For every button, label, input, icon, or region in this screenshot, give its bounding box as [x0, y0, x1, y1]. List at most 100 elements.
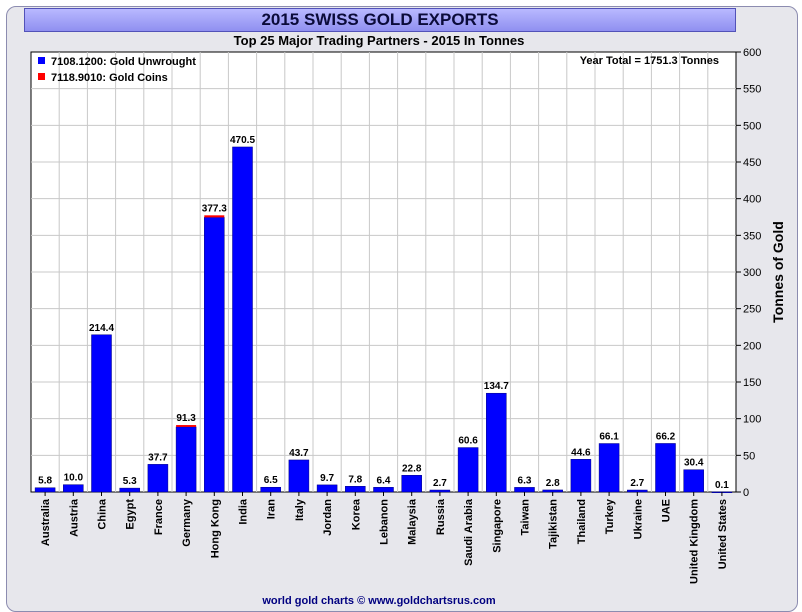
x-tick-label: Australia — [40, 498, 52, 546]
data-label: 30.4 — [684, 458, 704, 469]
legend-label-coins: 7118.9010: Gold Coins — [51, 72, 168, 84]
data-label: 60.6 — [458, 436, 478, 447]
bar-unwrought — [373, 487, 394, 493]
bar-unwrought — [627, 489, 648, 493]
bar-unwrought — [401, 475, 422, 493]
x-tick-label: United States — [717, 499, 729, 569]
y-tick-label: 450 — [743, 157, 761, 169]
x-tick-label: Ukraine — [632, 499, 644, 539]
bar-unwrought — [91, 334, 112, 493]
bar-unwrought — [598, 443, 620, 493]
y-axis-label: Tonnes of Gold — [770, 221, 786, 323]
legend-swatch-coins — [38, 73, 45, 80]
data-label: 66.2 — [656, 431, 676, 442]
x-tick-label: Russia — [435, 498, 447, 535]
chart-credit: world gold charts © www.goldchartsrus.co… — [262, 595, 496, 607]
data-label: 43.7 — [289, 448, 309, 459]
legend: 7108.1200: Gold Unwrought 7118.9010: Gol… — [38, 56, 196, 84]
bar-unwrought — [345, 486, 366, 493]
x-tick-label: Singapore — [491, 499, 503, 553]
x-tick-label: UAE — [661, 499, 673, 522]
data-label: 6.3 — [518, 475, 532, 486]
y-tick-label: 300 — [743, 267, 761, 279]
bar-unwrought — [175, 426, 197, 493]
data-label: 0.1 — [715, 480, 729, 491]
y-tick-label: 50 — [743, 450, 755, 462]
y-axis: 0 50 100 150 200 250 300 350 400 450 500 550 600 — [736, 47, 761, 499]
x-tick-label: India — [238, 498, 250, 525]
y-tick-label: 0 — [743, 487, 749, 499]
bar-unwrought — [514, 487, 535, 493]
bar-unwrought — [119, 487, 140, 493]
x-tick-label: Iran — [266, 499, 278, 519]
bar-unwrought — [63, 484, 84, 493]
data-label: 5.3 — [123, 476, 137, 487]
x-tick-label: Saudi Arabia — [463, 498, 475, 566]
data-label: 37.7 — [148, 452, 168, 463]
x-tick-label: Tajikistan — [548, 499, 560, 549]
x-tick-label: Austria — [68, 498, 80, 537]
x-tick-label: Taiwan — [520, 499, 532, 536]
legend-swatch-unwrought — [38, 57, 45, 64]
data-label: 6.4 — [377, 475, 391, 486]
bar-unwrought — [683, 469, 704, 493]
x-tick-label: Malaysia — [407, 498, 419, 545]
x-tick-label: Lebanon — [379, 499, 391, 545]
y-tick-label: 200 — [743, 340, 761, 352]
data-label: 6.5 — [264, 475, 278, 486]
bar-unwrought — [655, 443, 676, 493]
data-label: 214.4 — [89, 323, 114, 334]
data-label: 2.7 — [433, 478, 447, 489]
year-total-annotation: Year Total = 1751.3 Tonnes — [580, 55, 719, 67]
y-tick-label: 500 — [743, 120, 761, 132]
bar-unwrought — [542, 489, 563, 493]
bar-unwrought — [147, 464, 169, 493]
data-label: 134.7 — [484, 381, 509, 392]
data-label: 22.8 — [402, 463, 422, 474]
bar-unwrought — [204, 217, 225, 493]
x-tick-label: France — [153, 499, 165, 535]
data-label: 10.0 — [64, 473, 84, 484]
x-tick-label: China — [97, 498, 109, 529]
bar-unwrought — [316, 484, 338, 493]
y-tick-label: 150 — [743, 377, 761, 389]
y-tick-label: 100 — [743, 414, 761, 426]
y-tick-label: 250 — [743, 304, 761, 316]
data-label: 2.7 — [630, 478, 644, 489]
y-tick-label: 400 — [743, 194, 761, 206]
data-label: 44.6 — [571, 447, 591, 458]
x-tick-label: Jordan — [322, 499, 334, 536]
bar-unwrought — [288, 459, 310, 493]
bar-coins — [176, 425, 197, 427]
x-tick-label: Korea — [350, 498, 362, 530]
bar-coins — [204, 215, 225, 218]
bar-unwrought — [260, 486, 281, 493]
data-label: 7.8 — [348, 474, 362, 485]
gridlines — [31, 52, 736, 492]
x-tick-label: Italy — [294, 498, 306, 521]
x-tick-label: United Kingdom — [689, 499, 701, 584]
data-label: 5.8 — [38, 476, 52, 487]
x-tick-label: Egypt — [125, 499, 137, 530]
bar-unwrought — [429, 489, 451, 493]
bars — [34, 146, 733, 493]
x-tick-label: Hong Kong — [209, 499, 221, 558]
chart-title: 2015 SWISS GOLD EXPORTS — [24, 8, 736, 32]
bar-unwrought — [34, 487, 56, 493]
data-label: 91.3 — [176, 413, 196, 424]
data-label: 9.7 — [320, 473, 334, 484]
x-tick-label: Turkey — [604, 498, 616, 534]
legend-label-unwrought: 7108.1200: Gold Unwrought — [51, 56, 196, 68]
data-label: 66.1 — [599, 432, 619, 443]
y-tick-label: 600 — [743, 47, 761, 59]
data-labels: 5.8 10.0 214.4 5.3 37.7 91.3 377.3 470.5 6.5 43.7… — [38, 135, 729, 491]
x-tick-label: Germany — [181, 498, 193, 547]
bar-unwrought — [486, 392, 507, 493]
y-tick-label: 350 — [743, 230, 761, 242]
bar-unwrought — [232, 146, 253, 493]
data-label: 470.5 — [230, 135, 255, 146]
data-label: 377.3 — [202, 203, 227, 214]
data-label: 2.8 — [546, 478, 560, 489]
x-axis: Australia Austria China Egypt France Germany H… — [40, 492, 729, 584]
